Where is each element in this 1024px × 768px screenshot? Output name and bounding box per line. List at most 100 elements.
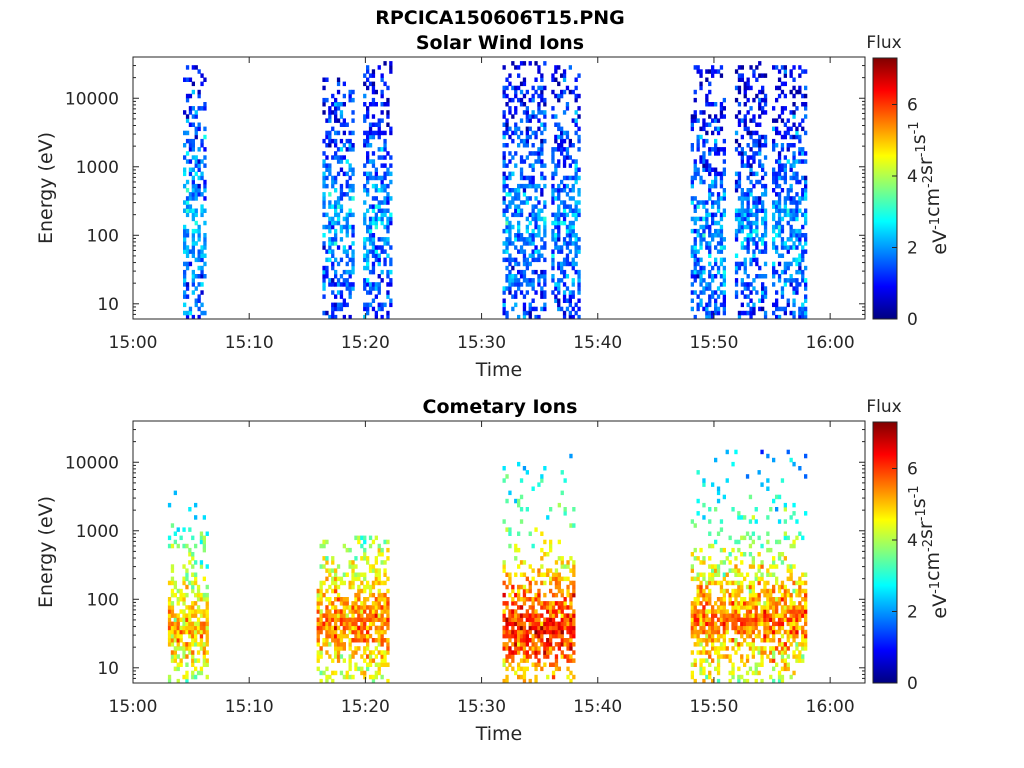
- heatmap-cell: [185, 118, 190, 123]
- heatmap-cell: [191, 609, 195, 614]
- heatmap-cell: [766, 515, 770, 520]
- heatmap-cell: [719, 613, 724, 618]
- heatmap-cell: [197, 228, 201, 234]
- heatmap-cell: [798, 257, 802, 263]
- heatmap-cell: [571, 233, 575, 238]
- heatmap-cell: [351, 282, 355, 287]
- heatmap-cell: [786, 576, 790, 582]
- heatmap-cell: [357, 576, 361, 582]
- heatmap-cell: [775, 290, 779, 295]
- heatmap-cell: [714, 601, 718, 606]
- heatmap-cell: [543, 642, 547, 647]
- heatmap-cell: [328, 629, 332, 635]
- heatmap-cell: [557, 629, 561, 635]
- heatmap-cell: [331, 204, 335, 209]
- heatmap-cell: [752, 204, 756, 209]
- heatmap-cell: [746, 302, 750, 308]
- heatmap-cell: [336, 81, 341, 87]
- heatmap-cell: [534, 650, 538, 655]
- heatmap-cell: [540, 666, 544, 672]
- heatmap-cell: [522, 621, 527, 627]
- heatmap-cell: [737, 601, 741, 606]
- heatmap-cell: [798, 241, 802, 246]
- heatmap-cell: [719, 147, 724, 152]
- heatmap-cell: [517, 224, 521, 230]
- heatmap-cell: [754, 625, 758, 631]
- heatmap-cell: [775, 97, 779, 103]
- heatmap-cell: [749, 130, 753, 136]
- heatmap-cell: [537, 249, 541, 254]
- heatmap-cell: [572, 572, 576, 577]
- heatmap-cell: [191, 249, 195, 254]
- heatmap-cell: [571, 159, 575, 164]
- heatmap-cell: [505, 163, 509, 168]
- heatmap-cell: [188, 625, 192, 631]
- heatmap-cell: [792, 310, 796, 316]
- heatmap-cell: [711, 183, 715, 189]
- heatmap-cell: [711, 310, 715, 316]
- heatmap-cell: [693, 613, 697, 618]
- heatmap-cell: [383, 601, 387, 606]
- heatmap-cell: [728, 552, 732, 557]
- heatmap-cell: [789, 183, 793, 189]
- heatmap-cell: [525, 257, 529, 263]
- heatmap-cell: [699, 592, 703, 598]
- heatmap-cell: [731, 674, 735, 680]
- heatmap-cell: [780, 609, 785, 614]
- heatmap-cell: [502, 114, 506, 119]
- heatmap-cell: [508, 531, 512, 536]
- heatmap-cell: [205, 617, 209, 622]
- heatmap-cell: [502, 519, 506, 524]
- heatmap-cell: [366, 556, 370, 561]
- heatmap-cell: [708, 670, 712, 676]
- heatmap-cell: [319, 564, 323, 569]
- heatmap-cell: [714, 298, 718, 303]
- heatmap-cell: [528, 163, 532, 168]
- heatmap-cell: [551, 196, 555, 201]
- heatmap-cell: [716, 118, 721, 123]
- heatmap-cell: [200, 175, 204, 181]
- heatmap-cell: [746, 212, 750, 218]
- heatmap-cell: [505, 122, 509, 127]
- heatmap-cell: [549, 601, 553, 606]
- heatmap-cell: [519, 613, 524, 618]
- heatmap-cell: [746, 110, 750, 115]
- heatmap-cell: [203, 126, 207, 132]
- heatmap-cell: [200, 73, 204, 78]
- heatmap-cell: [339, 147, 344, 152]
- heatmap-cell: [363, 674, 367, 680]
- heatmap-cell: [334, 233, 338, 238]
- heatmap-cell: [804, 605, 808, 610]
- heatmap-cell: [734, 592, 738, 598]
- heatmap-cell: [795, 228, 799, 234]
- heatmap-cell: [200, 212, 204, 218]
- heatmap-cell: [348, 584, 352, 590]
- heatmap-cell: [699, 658, 703, 663]
- heatmap-cell: [519, 155, 524, 160]
- heatmap-cell: [705, 77, 709, 82]
- heatmap-cell: [731, 588, 735, 594]
- heatmap-cell: [702, 138, 706, 144]
- heatmap-cell: [734, 642, 738, 647]
- heatmap-cell: [798, 261, 802, 267]
- heatmap-cell: [386, 605, 390, 610]
- heatmap-cell: [366, 224, 370, 230]
- heatmap-cell: [798, 228, 802, 234]
- heatmap-cell: [769, 613, 773, 618]
- heatmap-cell: [339, 224, 344, 230]
- heatmap-cell: [368, 122, 373, 127]
- heatmap-cell: [740, 642, 744, 647]
- heatmap-cell: [514, 302, 518, 308]
- heatmap-cell: [334, 605, 338, 610]
- heatmap-cell: [574, 261, 578, 267]
- heatmap-cell: [719, 560, 724, 565]
- heatmap-cell: [777, 314, 782, 320]
- heatmap-cell: [188, 507, 192, 512]
- colorbar-tick-label: 2: [907, 602, 918, 622]
- heatmap-cell: [734, 147, 739, 152]
- heatmap-cell: [336, 658, 341, 663]
- heatmap-cell: [560, 269, 564, 275]
- heatmap-cell: [179, 597, 183, 602]
- heatmap-cell: [348, 269, 352, 275]
- heatmap-cell: [167, 621, 172, 627]
